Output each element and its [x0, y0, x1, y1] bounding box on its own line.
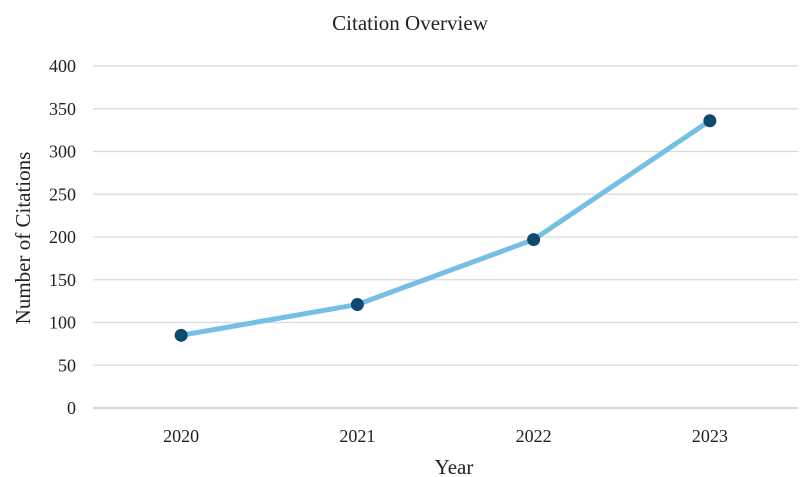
series — [174, 114, 717, 342]
data-point — [350, 298, 364, 312]
data-point — [703, 114, 717, 128]
data-point — [527, 233, 541, 247]
y-tick-label: 400 — [49, 56, 76, 76]
y-tick-label: 200 — [49, 227, 76, 247]
y-tick-label: 300 — [49, 142, 76, 162]
gridlines — [93, 65, 798, 409]
x-tick-label: 2021 — [339, 426, 375, 446]
y-tick-label: 0 — [67, 398, 76, 418]
y-tick-label: 150 — [49, 270, 76, 290]
x-tick-label: 2023 — [692, 426, 728, 446]
y-tick-labels: 0 50 100 150 200 250 300 350 400 — [49, 56, 76, 418]
y-tick-label: 250 — [49, 184, 76, 204]
y-tick-label: 350 — [49, 99, 76, 119]
series-line — [178, 118, 713, 338]
data-point — [174, 328, 188, 342]
y-tick-label: 100 — [49, 313, 76, 333]
x-tick-label: 2020 — [163, 426, 199, 446]
y-axis-label: Number of Citations — [11, 152, 35, 325]
chart-title: Citation Overview — [332, 11, 489, 35]
x-tick-label: 2022 — [516, 426, 552, 446]
x-axis-label: Year — [435, 455, 474, 477]
y-tick-label: 50 — [58, 355, 76, 375]
x-tick-labels: 2020 2021 2022 2023 — [163, 426, 728, 446]
